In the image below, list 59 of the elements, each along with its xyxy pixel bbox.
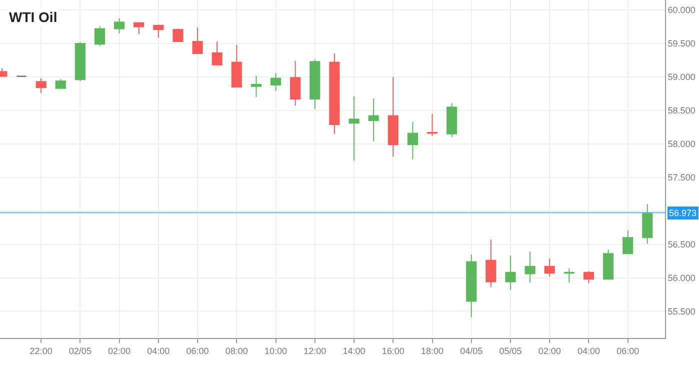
- candlestick: [544, 258, 555, 277]
- x-tick-label: 08:00: [225, 346, 248, 356]
- x-tick-label: 02:00: [538, 346, 561, 356]
- x-tick-label: 04:00: [577, 346, 600, 356]
- y-tick-label: 58.000: [668, 139, 696, 150]
- candlestick: [134, 22, 144, 35]
- x-tick-label: 12:00: [304, 346, 326, 356]
- candlestick: [642, 204, 653, 244]
- candlestick: [446, 102, 458, 138]
- x-tick-label: 04/05: [460, 346, 483, 356]
- candlestick: [329, 53, 340, 134]
- candlestick: [192, 26, 203, 55]
- x-tick-label: 02/05: [68, 346, 92, 356]
- candlestick: [505, 255, 516, 290]
- x-tick-label: 02:00: [108, 346, 131, 356]
- text: WTI Oil: [9, 9, 58, 25]
- candlestick: [172, 28, 184, 43]
- candlestick: [426, 113, 438, 136]
- candlestick: [250, 75, 262, 98]
- candlestick: [486, 239, 496, 288]
- candlestick: [564, 268, 574, 283]
- candlestick: [348, 96, 360, 162]
- candlestick: [524, 251, 536, 283]
- candlestick: [466, 254, 477, 318]
- y-tick-label: 59.000: [668, 72, 696, 82]
- y-tick-label: 58.500: [668, 106, 696, 116]
- y-tick-label: 56.000: [668, 272, 696, 283]
- candlestick: [368, 98, 379, 142]
- candlestick: [114, 18, 125, 34]
- ref-line-label: 56.973: [669, 208, 697, 218]
- candlestick: [388, 76, 398, 158]
- candlestick: [153, 24, 164, 38]
- x-tick-label: 06:00: [616, 346, 640, 356]
- candlestick: [212, 41, 222, 66]
- candlestick: [270, 72, 282, 92]
- x-tick-label: 14:00: [342, 346, 366, 356]
- candlestick: [55, 78, 66, 89]
- x-tick-label: 05/05: [499, 346, 522, 356]
- y-tick-label: 57.500: [668, 172, 696, 183]
- x-tick-label: 18:00: [420, 346, 444, 356]
- y-tick-label: 59.500: [668, 38, 696, 49]
- candlestick: [310, 59, 320, 110]
- candlestick: [94, 26, 106, 47]
- candlestick: [622, 230, 634, 254]
- candlestick: [407, 121, 418, 160]
- y-tick-label: 56.500: [668, 239, 696, 250]
- y-tick-label: 55.500: [668, 306, 696, 316]
- x-tick-label: 10:00: [264, 346, 288, 356]
- candlestick: [602, 249, 614, 280]
- x-tick-label: 16:00: [382, 346, 404, 356]
- candlestick: [290, 60, 301, 106]
- candlestick: [231, 44, 242, 88]
- candlestick: [36, 78, 46, 94]
- y-tick-label: 60.000: [668, 5, 696, 16]
- candlestick: [583, 270, 594, 284]
- x-tick-label: 22:00: [30, 346, 52, 356]
- x-tick-label: 04:00: [147, 346, 170, 356]
- candlestick: [74, 42, 86, 82]
- x-tick-label: 06:00: [186, 346, 209, 356]
